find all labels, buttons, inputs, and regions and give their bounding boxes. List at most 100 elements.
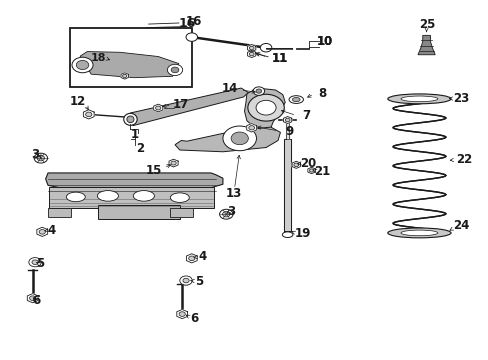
Ellipse shape (387, 228, 450, 238)
Circle shape (231, 132, 248, 145)
Circle shape (260, 44, 271, 52)
Text: 9: 9 (285, 125, 293, 138)
Text: 11: 11 (271, 52, 287, 65)
Circle shape (185, 33, 197, 41)
Polygon shape (284, 139, 290, 231)
Text: 21: 21 (314, 165, 330, 178)
Circle shape (72, 57, 93, 73)
Circle shape (29, 296, 36, 301)
Text: 3: 3 (227, 204, 235, 217)
Text: 10: 10 (316, 35, 332, 48)
Ellipse shape (123, 113, 137, 125)
Circle shape (34, 153, 47, 163)
Text: 22: 22 (455, 153, 471, 166)
Circle shape (285, 118, 289, 122)
Text: 5: 5 (36, 257, 44, 270)
Circle shape (37, 156, 44, 161)
Ellipse shape (126, 116, 134, 123)
Polygon shape (186, 254, 197, 263)
Polygon shape (246, 123, 256, 132)
Ellipse shape (133, 190, 154, 201)
Circle shape (256, 89, 261, 93)
Text: 1: 1 (130, 129, 138, 141)
Text: 12: 12 (69, 95, 86, 108)
Text: 3: 3 (31, 148, 39, 161)
Circle shape (155, 106, 161, 110)
Polygon shape (83, 110, 94, 119)
Text: 16: 16 (178, 17, 195, 30)
Circle shape (249, 46, 254, 50)
Polygon shape (80, 51, 179, 78)
Text: 24: 24 (452, 219, 469, 231)
Text: 11: 11 (271, 52, 287, 65)
Circle shape (122, 74, 126, 77)
Polygon shape (247, 50, 255, 58)
Text: 20: 20 (300, 157, 316, 170)
Circle shape (188, 256, 195, 261)
Polygon shape (169, 159, 178, 167)
Polygon shape (283, 117, 291, 123)
Bar (170, 208, 193, 217)
Text: 13: 13 (225, 187, 242, 200)
Ellipse shape (387, 94, 450, 104)
Text: 15: 15 (145, 164, 162, 177)
Circle shape (171, 67, 179, 73)
Circle shape (293, 163, 298, 167)
Text: 6: 6 (190, 312, 199, 325)
Polygon shape (37, 227, 47, 237)
Text: 17: 17 (173, 98, 189, 111)
Polygon shape (307, 167, 315, 174)
Circle shape (223, 126, 256, 151)
Polygon shape (27, 294, 38, 303)
Polygon shape (285, 120, 288, 139)
Bar (98, 205, 180, 219)
Ellipse shape (400, 230, 437, 236)
Circle shape (39, 230, 45, 234)
Text: 25: 25 (419, 18, 435, 31)
Polygon shape (45, 173, 223, 195)
Text: 7: 7 (301, 109, 309, 122)
Ellipse shape (170, 193, 189, 202)
Circle shape (85, 112, 92, 117)
Circle shape (76, 60, 89, 69)
Text: 4: 4 (198, 251, 206, 264)
Circle shape (256, 100, 276, 115)
Ellipse shape (292, 98, 300, 102)
Ellipse shape (288, 96, 303, 103)
Circle shape (248, 126, 254, 130)
Polygon shape (175, 127, 280, 152)
Text: 2: 2 (136, 142, 144, 155)
Text: 16: 16 (185, 15, 202, 28)
Text: 19: 19 (294, 227, 310, 240)
Circle shape (219, 209, 232, 219)
Polygon shape (121, 73, 128, 79)
Ellipse shape (97, 190, 118, 201)
Polygon shape (130, 88, 248, 126)
Text: 18: 18 (90, 53, 106, 63)
Ellipse shape (66, 192, 85, 202)
Ellipse shape (282, 232, 292, 238)
Circle shape (32, 260, 38, 265)
Text: 5: 5 (194, 275, 203, 288)
Circle shape (171, 161, 176, 165)
Text: 8: 8 (317, 87, 325, 100)
Text: 4: 4 (48, 224, 56, 237)
Bar (49, 187, 214, 208)
Polygon shape (247, 45, 255, 51)
Polygon shape (244, 88, 285, 131)
Bar (69, 28, 191, 86)
Text: 6: 6 (32, 294, 40, 307)
Text: 14: 14 (222, 82, 238, 95)
Circle shape (167, 64, 183, 76)
Ellipse shape (400, 96, 437, 102)
Circle shape (180, 276, 192, 285)
Circle shape (222, 212, 229, 217)
Circle shape (29, 258, 41, 267)
Polygon shape (417, 35, 434, 55)
Text: 23: 23 (452, 92, 468, 105)
Circle shape (183, 278, 189, 283)
Text: 10: 10 (316, 35, 332, 48)
Circle shape (247, 94, 284, 121)
Circle shape (309, 169, 313, 172)
Circle shape (253, 87, 264, 95)
